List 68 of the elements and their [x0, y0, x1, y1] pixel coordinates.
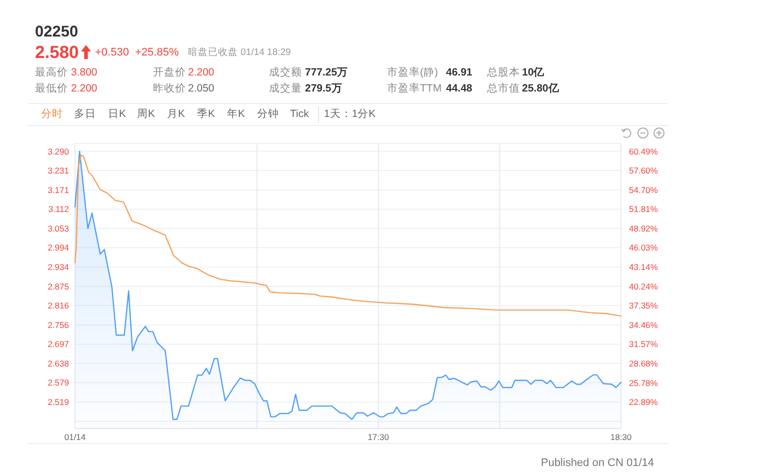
text: 季K [197, 107, 216, 120]
text: 分时 [41, 107, 63, 120]
text: 成交量 [269, 82, 302, 94]
y-tick-label: 3.112 [48, 204, 70, 214]
text: Tick [290, 108, 310, 120]
y2-tick-label: 54.70% [629, 184, 658, 195]
y-tick-label: 2.638 [48, 358, 70, 368]
y2-tick-label: 22.89% [629, 397, 658, 408]
line-series [74, 154, 622, 317]
y-tick-label: 2.519 [48, 397, 70, 408]
text: 市盈率TTM [387, 82, 442, 94]
text: 最高价 [35, 66, 68, 78]
text: 日K [108, 108, 126, 120]
text: 多日 [74, 108, 96, 120]
y2-tick-label: 57.60% [629, 166, 658, 176]
x-tick-label: 01/14 [64, 432, 86, 442]
y2-tick-label: 43.14% [629, 262, 658, 272]
text: 开盘价 [153, 66, 186, 78]
text: 44.48 [446, 82, 472, 94]
text: 分钟 [257, 108, 279, 120]
text: 777.25万 [305, 66, 348, 78]
text: 市盈率(静) [387, 66, 438, 78]
y2-tick-label: 37.35% [629, 300, 658, 311]
text: 279.5万 [305, 82, 342, 94]
y-tick-label: 3.290 [48, 146, 70, 156]
y-tick-label: 3.231 [48, 166, 70, 176]
text: 2.200 [71, 82, 98, 94]
x-tick-label: 18:30 [610, 432, 632, 442]
y2-tick-label: 25.78% [629, 378, 658, 388]
text: 周K [137, 108, 156, 120]
text: 总股本 [486, 66, 520, 78]
text: 昨收价 [153, 82, 186, 94]
y2-tick-label: 28.68% [629, 358, 658, 368]
text: 2.050 [188, 82, 214, 94]
y-tick-label: 2.994 [48, 242, 70, 253]
text: Published on CN 01/14 [540, 457, 654, 469]
text: 年K [227, 108, 246, 120]
text: 最低价 [35, 82, 68, 94]
y-tick-label: 2.875 [48, 281, 70, 292]
x-tick-label: 17:30 [368, 432, 390, 442]
y-tick-label: 2.697 [48, 339, 70, 350]
y-tick-label: 2.579 [48, 378, 70, 388]
y2-tick-label: 40.24% [629, 281, 658, 292]
y2-tick-label: 46.03% [629, 242, 658, 253]
text: 总市值 [486, 82, 520, 94]
text: 成交额 [269, 66, 302, 78]
y2-tick-label: 31.57% [629, 339, 658, 350]
text: 2.580 [35, 42, 80, 62]
text: 46.91 [446, 66, 472, 78]
y-tick-label: 3.171 [48, 185, 70, 196]
text: 3.800 [71, 66, 98, 78]
y-tick-label: 2.816 [48, 300, 70, 311]
text: 月K [167, 108, 186, 120]
y2-tick-label: 48.92% [629, 223, 658, 234]
text: +25.85% [135, 46, 179, 58]
y-tick-label: 3.053 [48, 223, 70, 234]
text: 25.80亿 [522, 82, 560, 94]
y2-tick-label: 60.49% [629, 146, 658, 156]
y2-tick-label: 51.81% [629, 204, 658, 214]
y-tick-label: 2.934 [48, 262, 70, 272]
y2-tick-label: 34.46% [629, 320, 658, 330]
text: 暗盘已收盘 01/14 18:29 [188, 46, 291, 58]
text: 2.200 [188, 66, 214, 78]
text: 02250 [35, 24, 78, 40]
text: 1天：1分K [324, 108, 376, 120]
text: +0.530 [95, 46, 129, 58]
y-tick-label: 2.756 [48, 320, 70, 330]
text: 10亿 [522, 66, 546, 78]
